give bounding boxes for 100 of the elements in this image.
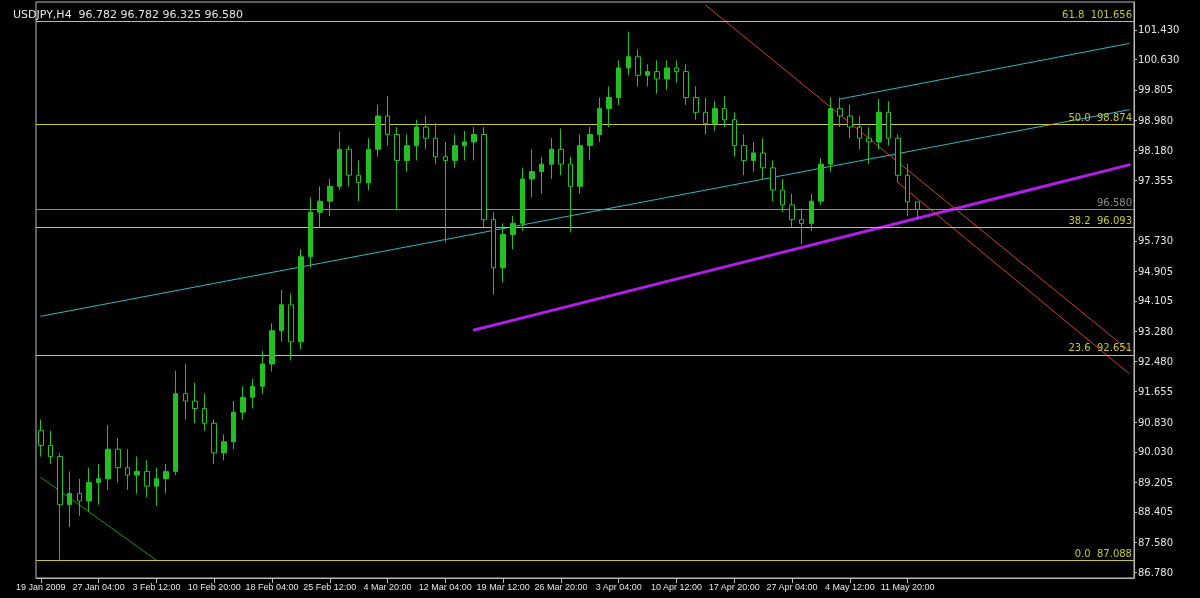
candlestick <box>549 137 554 180</box>
candlestick <box>67 470 72 528</box>
candlestick <box>664 59 670 91</box>
x-tick-label: 12 Mar 04:00 <box>418 581 472 592</box>
candlestick <box>105 424 111 491</box>
candlestick <box>510 215 516 250</box>
x-tick-label: 10 Apr 12:00 <box>650 581 703 592</box>
candlestick <box>317 185 323 228</box>
candlestick <box>144 459 150 498</box>
candlestick <box>597 97 602 143</box>
y-tick-label: 93.280 <box>1138 325 1173 337</box>
y-tick-label: 91.655 <box>1138 386 1173 398</box>
x-tick-label: 10 Feb 20:00 <box>187 581 241 592</box>
y-tick-label: 90.830 <box>1138 416 1173 428</box>
y-tick-label: 86.780 <box>1138 566 1173 578</box>
candlestick <box>626 31 631 76</box>
x-tick-label: 26 Mar 20:00 <box>534 581 588 592</box>
candlestick <box>77 478 82 517</box>
y-tick-label: 89.205 <box>1138 476 1173 488</box>
candlestick <box>847 104 853 139</box>
candlestick <box>693 85 699 121</box>
candlestick <box>404 134 410 173</box>
candlestick <box>96 463 101 506</box>
candlestick <box>192 382 198 424</box>
candlestick <box>674 59 679 84</box>
y-tick-label: 90.030 <box>1138 446 1173 458</box>
candlestick <box>269 322 275 372</box>
candlestick <box>443 141 448 243</box>
x-tick-label: 27 Jan 04:00 <box>72 581 125 592</box>
candlestick <box>57 452 63 562</box>
candlestick <box>818 157 824 206</box>
y-tick-label: 98.980 <box>1138 114 1173 126</box>
candlestick <box>337 131 342 191</box>
candlestick <box>327 178 333 217</box>
x-tick-label: 3 Apr 04:00 <box>595 581 642 592</box>
candlestick <box>279 289 284 343</box>
candlestick <box>500 222 506 284</box>
x-tick-label: 4 May 12:00 <box>825 581 875 592</box>
candlestick <box>462 130 467 161</box>
candlestick <box>356 159 361 202</box>
candlestick <box>809 193 814 232</box>
candlestick <box>375 104 381 158</box>
candlestick <box>760 137 766 180</box>
candlestick <box>886 100 891 147</box>
candlestick <box>635 48 641 87</box>
candlestick <box>163 463 169 495</box>
candlestick <box>837 97 843 128</box>
candlestick <box>366 137 371 191</box>
candlestick <box>250 378 255 409</box>
ref-line-label: 61.8 101.656 <box>1062 8 1132 20</box>
candlestick <box>452 134 458 169</box>
x-tick-label: 18 Feb 04:00 <box>245 581 299 592</box>
candlestick <box>288 293 294 361</box>
candlestick <box>529 148 535 198</box>
x-tick-label: 11 May 20:00 <box>880 581 935 592</box>
y-tick-label: 87.580 <box>1138 536 1173 548</box>
candlestick <box>866 126 872 165</box>
x-tick-label: 19 Mar 12:00 <box>476 581 530 592</box>
y-tick-label: 97.355 <box>1138 175 1173 187</box>
candlestick <box>115 437 121 483</box>
candlestick <box>491 211 496 295</box>
x-tick-label: 19 Jan 2009 <box>16 581 66 592</box>
candlestick <box>558 128 564 176</box>
candlestick <box>471 126 477 161</box>
candlestick <box>654 59 660 95</box>
y-tick-label: 95.730 <box>1138 235 1173 247</box>
candlestick <box>751 141 756 173</box>
candlestick <box>683 63 689 106</box>
candlestick <box>905 163 910 217</box>
y-tick-label: 94.905 <box>1138 265 1173 277</box>
candlestick <box>385 95 390 147</box>
candlestick <box>780 178 785 213</box>
ref-line-label: 38.2 96.093 <box>1068 214 1132 226</box>
candlestick <box>539 156 544 195</box>
candlestick <box>857 115 862 150</box>
candlestick <box>732 111 737 158</box>
candlestick <box>770 159 776 202</box>
candlestick <box>414 119 419 161</box>
candlestick <box>86 467 92 513</box>
x-tick-label: 17 Apr 20:00 <box>708 581 760 592</box>
candlestick <box>645 63 650 87</box>
ref-line-label: 0.0 87.088 <box>1074 548 1132 560</box>
candlestick <box>231 400 236 450</box>
candlestick <box>568 156 573 233</box>
y-tick-label: 99.805 <box>1138 84 1173 96</box>
candlestick <box>260 350 265 395</box>
candlestick <box>606 85 612 128</box>
x-tick-label: 3 Feb 12:00 <box>132 581 181 592</box>
candlestick <box>789 193 795 228</box>
y-tick-label: 101.430 <box>1138 24 1180 36</box>
candlestick <box>799 208 804 245</box>
candlestick <box>173 370 178 476</box>
candlestick <box>876 98 882 150</box>
y-tick-label: 92.480 <box>1138 355 1173 367</box>
candlestick <box>722 95 727 128</box>
x-tick-label: 4 Mar 20:00 <box>363 581 412 592</box>
y-tick-label: 100.630 <box>1138 53 1180 65</box>
candlestick <box>712 100 718 132</box>
candlestick <box>211 419 217 465</box>
candlestick <box>828 97 833 173</box>
